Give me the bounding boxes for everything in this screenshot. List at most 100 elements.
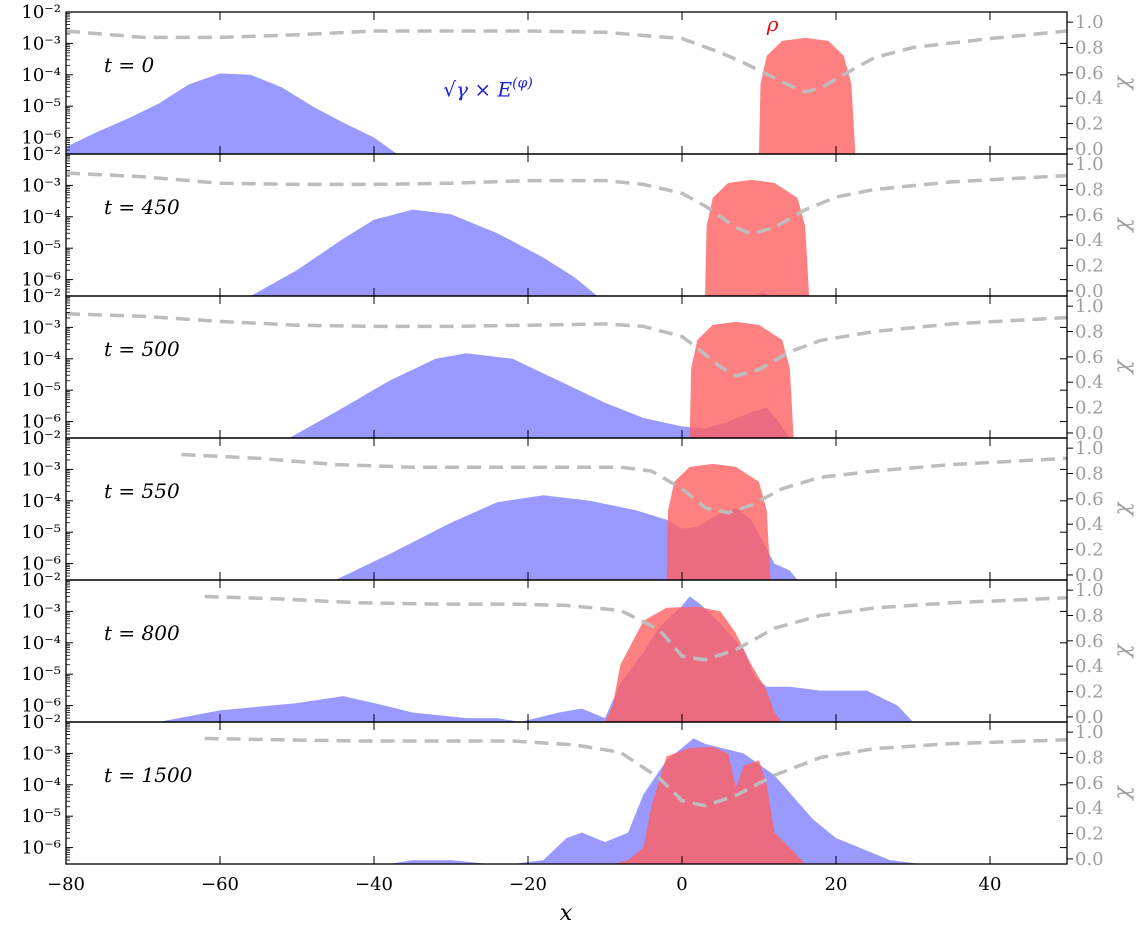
x-tick-label: −60 (201, 874, 239, 895)
density-annotation: ρ (766, 12, 779, 36)
right-tick-label: 0.8 (1075, 464, 1104, 485)
chi-line (66, 29, 1067, 94)
panel-5: 10⁻⁶ 10⁻⁵ 10⁻⁴ 10⁻³ 10⁻² 0.0 0.2 0.4 0.6 0.8 1.0 χ t… (21, 712, 1138, 870)
x-tick-label: 40 (979, 874, 1002, 895)
right-tick-label: 0.8 (1075, 748, 1104, 769)
right-tick-label: 0.0 (1075, 139, 1104, 160)
right-axis-label: χ (1116, 784, 1138, 801)
right-tick-label: 1.0 (1075, 12, 1104, 33)
right-tick-label: 0.0 (1075, 423, 1104, 444)
chi-line (204, 736, 1067, 808)
right-tick-label: 0.0 (1075, 707, 1104, 728)
left-tick-label: 10⁻⁵ (21, 96, 61, 117)
right-tick-label: 0.6 (1075, 631, 1104, 652)
right-tick-label: 0.6 (1075, 63, 1104, 84)
left-tick-label: 10⁻⁶ (21, 128, 61, 149)
x-tick-label: 0 (676, 874, 687, 895)
right-tick-label: 0.2 (1075, 824, 1104, 845)
left-tick-label: 10⁻⁵ (21, 522, 61, 543)
right-axis-label: χ (1116, 358, 1138, 375)
right-tick-label: 0.2 (1075, 682, 1104, 703)
panel-plot-area (181, 452, 1067, 580)
right-axis-label: χ (1116, 74, 1138, 91)
left-tick-label: 10⁻³ (21, 743, 61, 764)
panel-3: 10⁻⁶ 10⁻⁵ 10⁻⁴ 10⁻³ 10⁻² 0.0 0.2 0.4 0.6 0.8 1.0 χ t… (21, 428, 1138, 586)
right-tick-label: 0.4 (1075, 88, 1104, 109)
density-area (666, 463, 771, 580)
chi-line (181, 452, 1067, 515)
left-tick-label: 10⁻⁴ (21, 65, 61, 86)
panel-time-label: t = 500 (104, 337, 180, 361)
right-tick-label: 0.6 (1075, 347, 1104, 368)
x-axis-label: x (560, 901, 573, 926)
left-tick-label: 10⁻⁴ (21, 491, 61, 512)
left-tick-label: 10⁻⁴ (21, 207, 61, 228)
right-tick-label: 0.6 (1075, 489, 1104, 510)
left-tick-label: 10⁻² (21, 286, 61, 307)
field-area (289, 353, 790, 438)
field-outline (66, 74, 397, 155)
field-outline (389, 738, 920, 864)
panel-frame (65, 579, 1068, 723)
left-tick-label: 10⁻⁵ (21, 806, 61, 827)
right-tick-label: 0.2 (1075, 398, 1104, 419)
left-tick-label: 10⁻⁶ (21, 554, 61, 575)
panel-frame (65, 721, 1068, 865)
right-tick-label: 0.2 (1075, 114, 1104, 135)
x-tick-label: 20 (825, 874, 848, 895)
left-tick-label: 10⁻⁶ (21, 838, 61, 859)
right-tick-label: 0.4 (1075, 372, 1104, 393)
left-tick-label: 10⁻³ (21, 459, 61, 480)
panel-plot-area (66, 29, 1067, 155)
right-tick-label: 0.8 (1075, 322, 1104, 343)
left-tick-label: 10⁻⁴ (21, 349, 61, 370)
right-tick-label: 0.2 (1075, 540, 1104, 561)
panel-1: 10⁻⁶ 10⁻⁵ 10⁻⁴ 10⁻³ 10⁻² 0.0 0.2 0.4 0.6 0.8 1.0 χ t… (21, 144, 1138, 302)
right-tick-label: 0.6 (1075, 773, 1104, 794)
right-tick-label: 1.0 (1075, 154, 1104, 175)
left-tick-label: 10⁻⁴ (21, 775, 61, 796)
panel-time-label: t = 550 (104, 479, 180, 503)
chi-line (204, 594, 1067, 662)
left-tick-label: 10⁻³ (21, 601, 61, 622)
panel-plot-area (204, 736, 1067, 864)
right-tick-label: 0.4 (1075, 798, 1104, 819)
left-tick-label: 10⁻⁵ (21, 238, 61, 259)
right-tick-label: 0.0 (1075, 281, 1104, 302)
panel-plot-area (66, 312, 1067, 438)
x-tick-label: −40 (355, 874, 393, 895)
right-tick-label: 1.0 (1075, 722, 1104, 743)
panel-time-label: t = 800 (104, 621, 180, 645)
right-tick-label: 0.6 (1075, 205, 1104, 226)
chi-line (66, 171, 1067, 236)
left-tick-label: 10⁻⁶ (21, 270, 61, 291)
right-axis-label: χ (1116, 500, 1138, 517)
panel-2: 10⁻⁶ 10⁻⁵ 10⁻⁴ 10⁻³ 10⁻² 0.0 0.2 0.4 0.6 0.8 1.0 χ t… (21, 286, 1138, 444)
chi-line (66, 312, 1067, 378)
x-tick-label: −80 (47, 874, 85, 895)
right-tick-label: 1.0 (1075, 296, 1104, 317)
left-tick-label: 10⁻² (21, 570, 61, 591)
x-tick-label: −20 (509, 874, 547, 895)
panel-0: 10⁻⁶ 10⁻⁵ 10⁻⁴ 10⁻³ 10⁻² 0.0 0.2 0.4 0.6 0.8 1.0 χ t… (21, 2, 1138, 160)
left-tick-label: 10⁻² (21, 712, 61, 733)
density-area (612, 747, 806, 864)
panel-time-label: t = 1500 (104, 763, 193, 787)
right-tick-label: 0.2 (1075, 256, 1104, 277)
density-area (605, 606, 783, 722)
right-tick-label: 0.0 (1075, 565, 1104, 586)
density-area (705, 179, 810, 296)
panel-plot-area (66, 171, 1067, 296)
right-tick-label: 0.8 (1075, 606, 1104, 627)
panels: 10⁻⁶ 10⁻⁵ 10⁻⁴ 10⁻³ 10⁻² 0.0 0.2 0.4 0.6 0.8 1.0 χ t… (21, 2, 1138, 870)
right-tick-label: 0.0 (1075, 849, 1104, 870)
panel-time-label: t = 450 (104, 195, 180, 219)
panel-4: 10⁻⁶ 10⁻⁵ 10⁻⁴ 10⁻³ 10⁻² 0.0 0.2 0.4 0.6 0.8 1.0 χ t… (21, 570, 1138, 728)
right-axis-label: χ (1116, 642, 1138, 659)
field-outline (251, 210, 771, 296)
left-tick-label: 10⁻³ (21, 33, 61, 54)
density-area (759, 37, 856, 154)
left-tick-label: 10⁻³ (21, 317, 61, 338)
right-axis-label: χ (1116, 216, 1138, 233)
